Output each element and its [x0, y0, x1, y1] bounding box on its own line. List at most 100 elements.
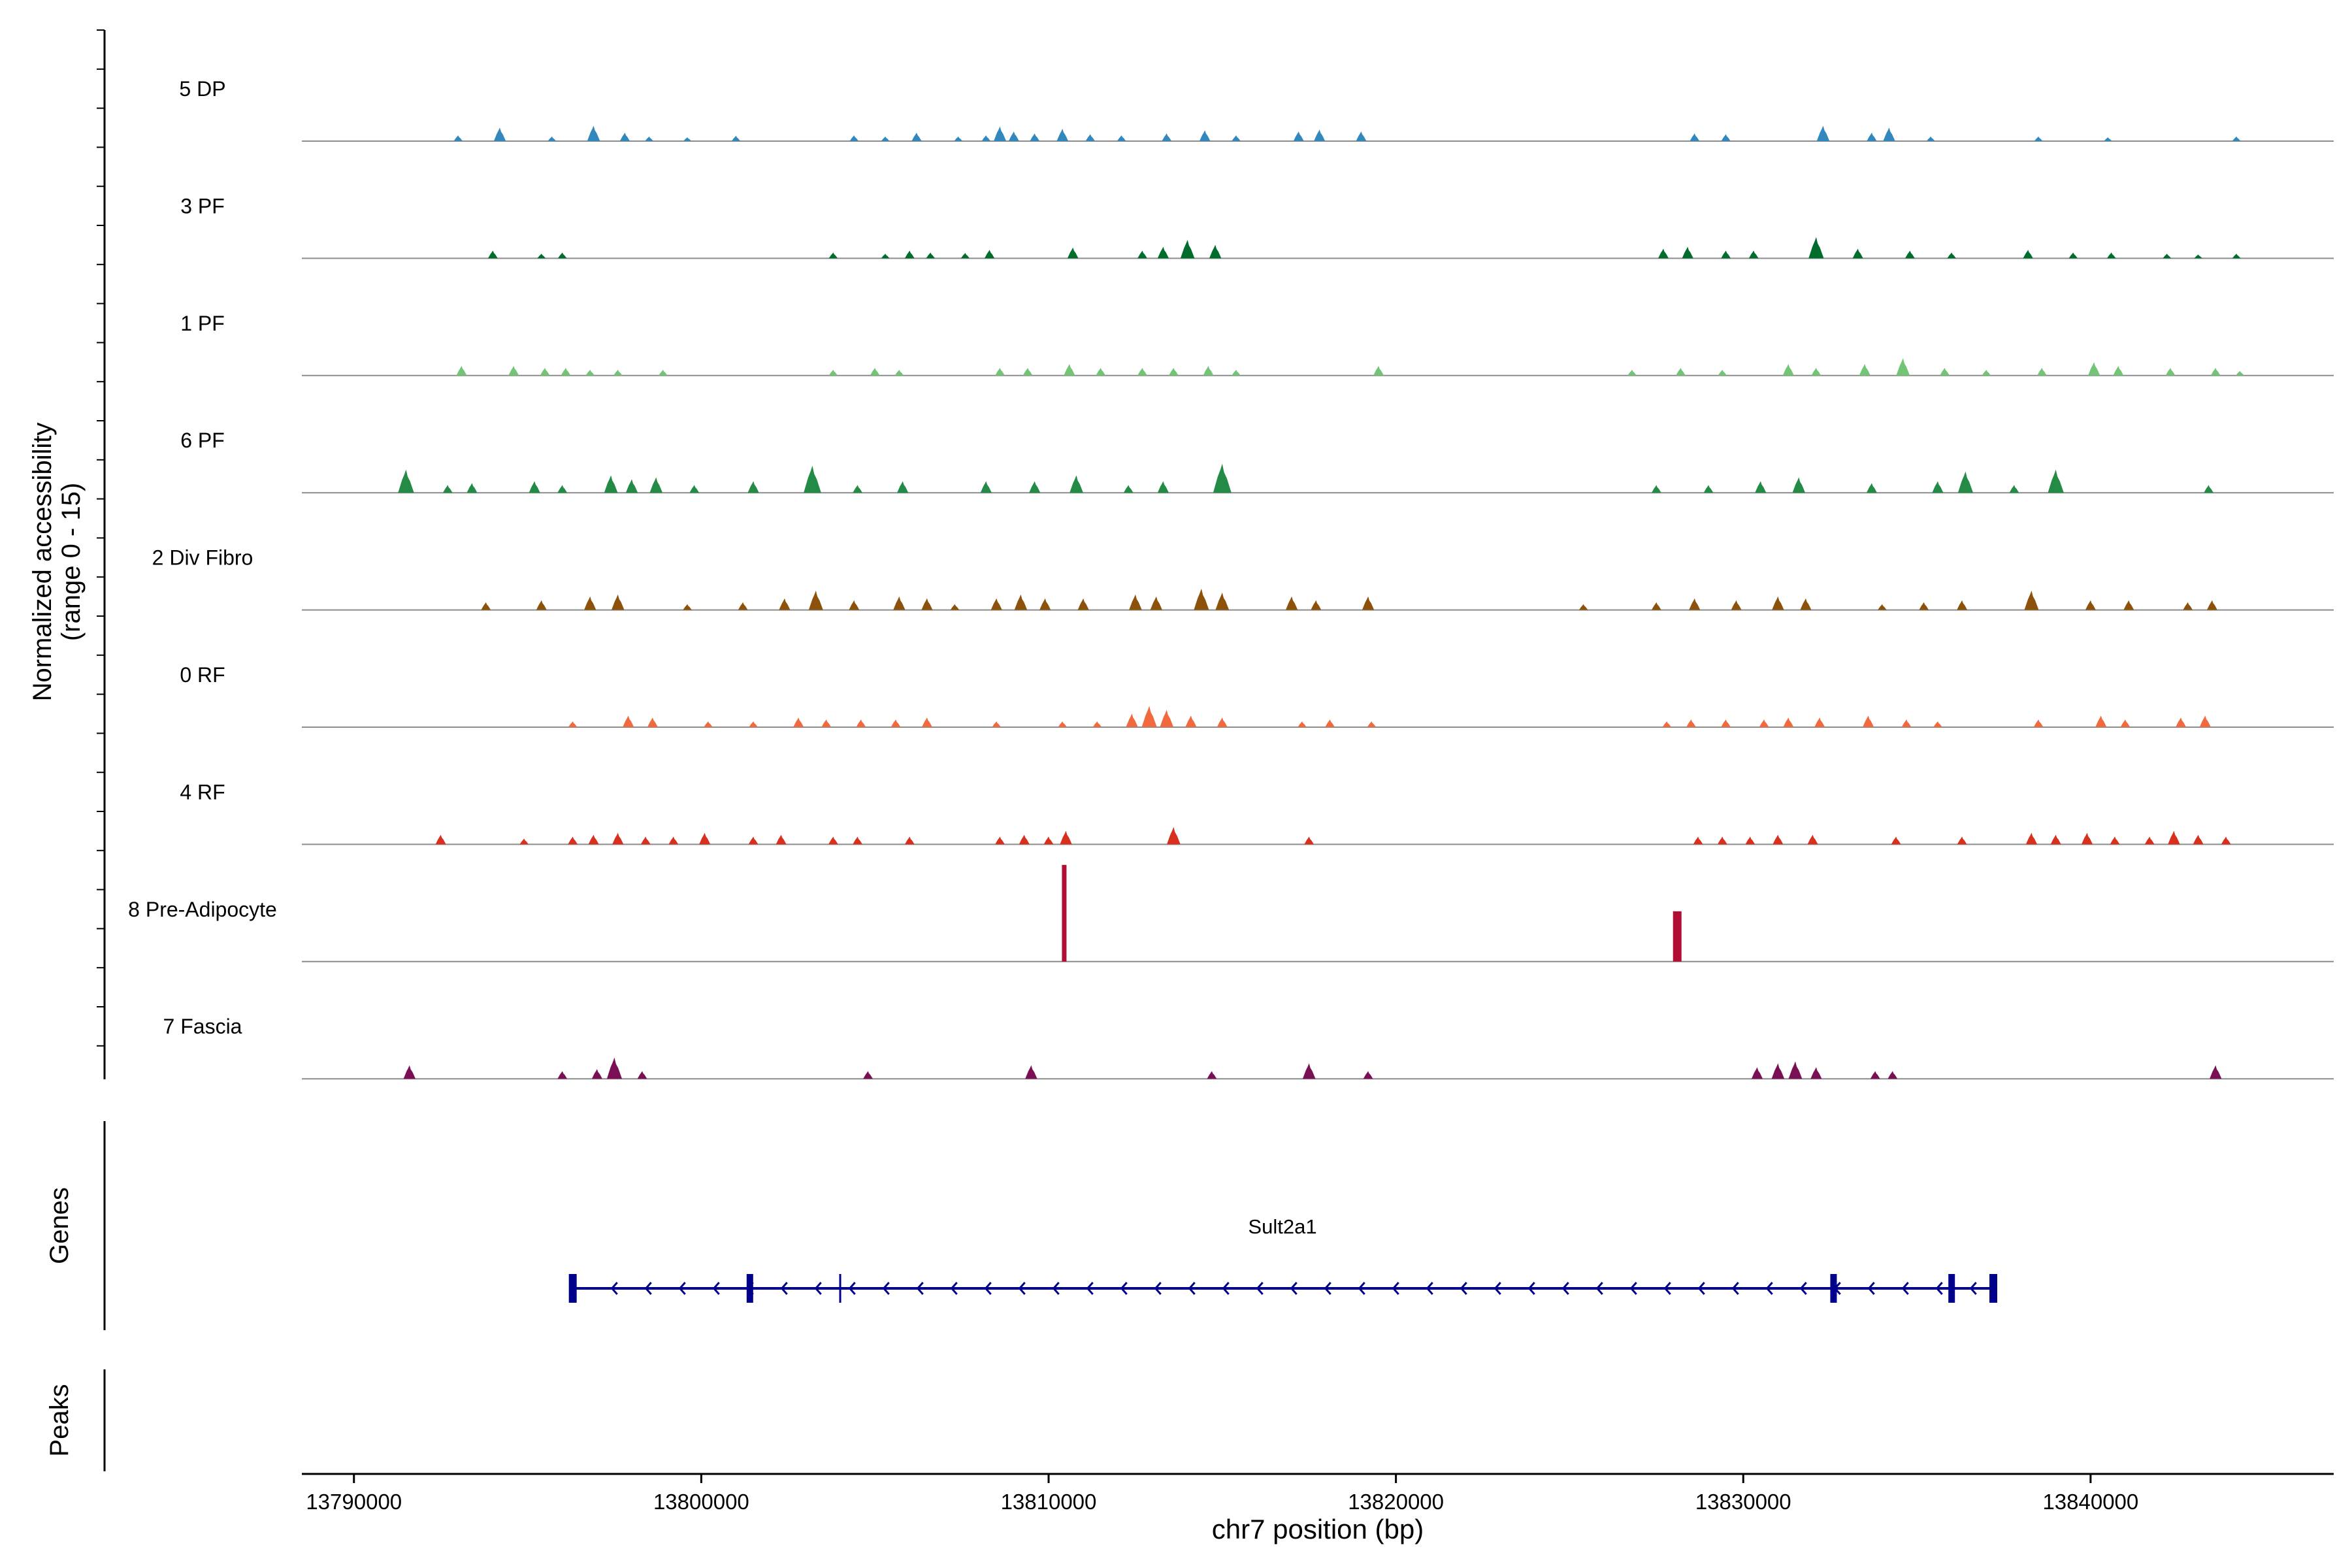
- coverage-peak: [1207, 1071, 1217, 1079]
- coverage-peak: [645, 136, 654, 141]
- gene-strand-arrow: [1527, 1282, 1535, 1295]
- coverage-peak: [1199, 130, 1211, 141]
- coverage-peak: [1203, 366, 1214, 376]
- coverage-peak: [2106, 252, 2116, 259]
- track-label: 6 PF: [180, 429, 225, 452]
- track-2-div-fibro: 2 Div Fibro: [152, 546, 2334, 611]
- coverage-peak: [849, 135, 859, 141]
- coverage-peak: [1367, 721, 1377, 727]
- coverage-peak: [960, 253, 970, 259]
- coverage-peak: [2034, 136, 2043, 141]
- track-7-fascia: 7 Fascia: [163, 1015, 2334, 1080]
- track-0-rf: 0 RF: [180, 663, 2334, 728]
- gene-strand-arrow: [1188, 1282, 1196, 1295]
- coverage-peak: [1721, 250, 1731, 259]
- coverage-peak: [1030, 133, 1040, 141]
- coverage-peak: [2232, 136, 2241, 141]
- gene-strand-arrow: [882, 1282, 890, 1295]
- gene-strand-arrow: [1697, 1282, 1705, 1295]
- gene-strand-arrow: [1901, 1282, 1909, 1295]
- gene-strand-arrow: [1222, 1282, 1230, 1295]
- gene-strand-arrow: [1595, 1282, 1603, 1295]
- coverage-peak: [2123, 600, 2134, 610]
- coverage-peak: [776, 834, 787, 845]
- track-label: 7 Fascia: [163, 1015, 242, 1038]
- coverage-peak: [992, 721, 1002, 727]
- coverage-peak: [1693, 836, 1703, 845]
- coverage-peak: [537, 253, 546, 259]
- coverage-peak: [604, 475, 618, 493]
- gene-strand-arrow: [780, 1282, 788, 1295]
- coverage-peak: [442, 485, 453, 493]
- coverage-peak: [453, 135, 463, 141]
- gene-strand-arrow: [1290, 1282, 1298, 1295]
- gene-strand-arrow: [1731, 1282, 1739, 1295]
- coverage-peak: [435, 834, 446, 845]
- coverage-peak: [1852, 248, 1863, 259]
- coverage-peak: [683, 604, 692, 610]
- coverage-peak: [1058, 721, 1068, 727]
- coverage-peak: [398, 469, 414, 493]
- gene-strand-arrow: [916, 1282, 924, 1295]
- coverage-peak: [1940, 367, 1950, 376]
- coverage-peak: [2199, 715, 2211, 727]
- gene-exon: [1948, 1274, 1955, 1303]
- coverage-peak: [1689, 598, 1701, 610]
- coverage-peak: [637, 1071, 647, 1079]
- gene-exon: [1989, 1274, 1998, 1303]
- coverage-peak: [1232, 369, 1241, 376]
- coverage-peak: [779, 598, 791, 610]
- coverage-peak: [1883, 127, 1895, 141]
- coverage-peak: [881, 136, 890, 141]
- peaks-label: Peaks: [45, 1384, 74, 1456]
- x-tick-label: 13840000: [2042, 1490, 2138, 1514]
- coverage-peak: [1022, 367, 1033, 376]
- coverage-peak: [1887, 1071, 1898, 1079]
- coverage-peak: [466, 483, 478, 493]
- coverage-peak: [536, 600, 547, 610]
- gene-strand-arrow: [1799, 1282, 1807, 1295]
- coverage-peak: [856, 719, 866, 727]
- coverage-peak: [2081, 832, 2093, 845]
- coverage-peak: [1325, 719, 1335, 727]
- coverage-peak: [1896, 358, 1910, 376]
- coverage-peak: [1947, 252, 1957, 259]
- coverage-peak: [481, 602, 491, 610]
- coverage-peak: [587, 125, 600, 141]
- coverage-peak: [1866, 483, 1877, 493]
- coverage-peak: [1373, 366, 1384, 376]
- coverage-peak: [1314, 129, 1326, 141]
- coverage-peak: [1060, 830, 1072, 845]
- coverage-peak: [897, 481, 909, 493]
- coverage-peak: [2165, 367, 2176, 376]
- coverage-peak: [640, 836, 651, 845]
- gene-strand-arrow: [1765, 1282, 1773, 1295]
- coverage-peak: [1043, 836, 1054, 845]
- gene-exon: [1830, 1274, 1837, 1303]
- gene-strand-arrow: [1052, 1282, 1060, 1295]
- gene-strand-arrow: [1969, 1282, 1977, 1295]
- coverage-peak: [2048, 469, 2064, 493]
- coverage-peak: [828, 252, 838, 259]
- coverage-peak: [2025, 832, 2038, 845]
- gene-strand-arrow: [1086, 1282, 1094, 1295]
- gene-strand-arrow: [950, 1282, 958, 1295]
- coverage-peak: [2176, 717, 2187, 727]
- coverage-peak: [403, 1065, 416, 1079]
- track-3-pf: 3 PF: [180, 194, 2334, 259]
- coverage-peak: [1792, 477, 1806, 493]
- coverage-peak: [1194, 589, 1209, 610]
- coverage-peak: [1771, 1063, 1785, 1079]
- coverage-peak: [2206, 600, 2217, 610]
- coverage-peak: [1957, 471, 1974, 493]
- coverage-peak: [2033, 719, 2044, 727]
- track-8-pre-adipocyte: 8 Pre-Adipocyte: [128, 864, 2334, 962]
- coverage-peak: [1957, 836, 1967, 845]
- gene-strand-arrow: [1460, 1282, 1467, 1295]
- coverage-peak: [2085, 600, 2096, 610]
- y-axis-label: Normalized accessibility: [28, 423, 57, 702]
- coverage-peak: [1810, 1067, 1822, 1079]
- gene-strand-arrow: [644, 1282, 652, 1295]
- coverage-peak: [1056, 129, 1069, 141]
- coverage-peak: [2037, 367, 2047, 376]
